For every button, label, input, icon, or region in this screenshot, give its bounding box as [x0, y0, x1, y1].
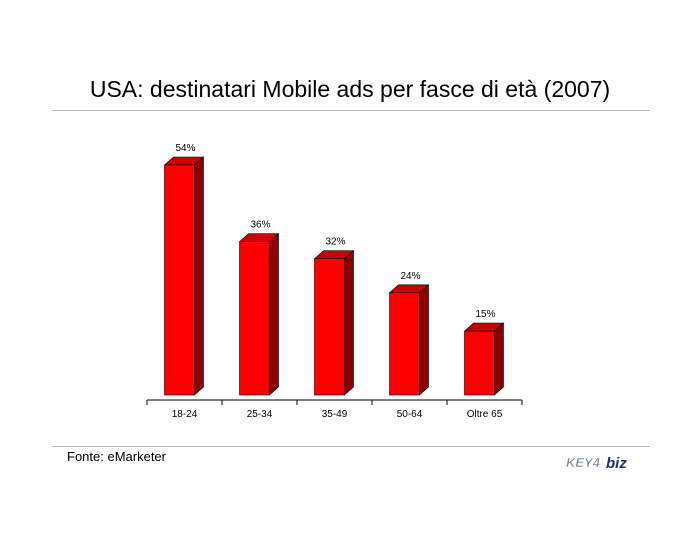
bar — [163, 156, 205, 396]
bar-side — [344, 250, 354, 396]
bar-side — [419, 284, 429, 396]
title-divider — [52, 110, 650, 111]
data-label: 15% — [475, 309, 495, 320]
bar-front — [389, 292, 420, 396]
data-label: 36% — [250, 220, 270, 231]
bar-side — [194, 156, 204, 396]
data-label: 32% — [325, 237, 345, 248]
bar — [238, 232, 280, 396]
key4biz-logo: KEY4 biz — [566, 455, 628, 472]
data-label: 54% — [175, 143, 195, 154]
bar-front — [164, 164, 195, 396]
x-tick-label: Oltre 65 — [467, 409, 503, 420]
x-tick-label: 18-24 — [172, 409, 198, 420]
bar-front — [464, 330, 495, 396]
data-label: 24% — [400, 271, 420, 282]
bar-front — [239, 241, 270, 396]
bar — [313, 250, 355, 396]
bar-side — [494, 322, 504, 396]
bar-side — [269, 232, 279, 396]
chart-title: USA: destinatari Mobile ads per fasce di… — [89, 76, 611, 102]
svg-text:biz: biz — [606, 455, 627, 472]
x-tick-label: 50-64 — [397, 409, 423, 420]
x-tick-label: 25-34 — [247, 409, 273, 420]
source-note: Fonte: eMarketer — [67, 449, 166, 464]
bar — [463, 322, 505, 396]
footer-divider — [52, 446, 650, 447]
bar-front — [314, 258, 345, 396]
x-tick-label: 35-49 — [322, 409, 348, 420]
bar — [388, 284, 430, 396]
svg-text:KEY4: KEY4 — [566, 455, 601, 470]
